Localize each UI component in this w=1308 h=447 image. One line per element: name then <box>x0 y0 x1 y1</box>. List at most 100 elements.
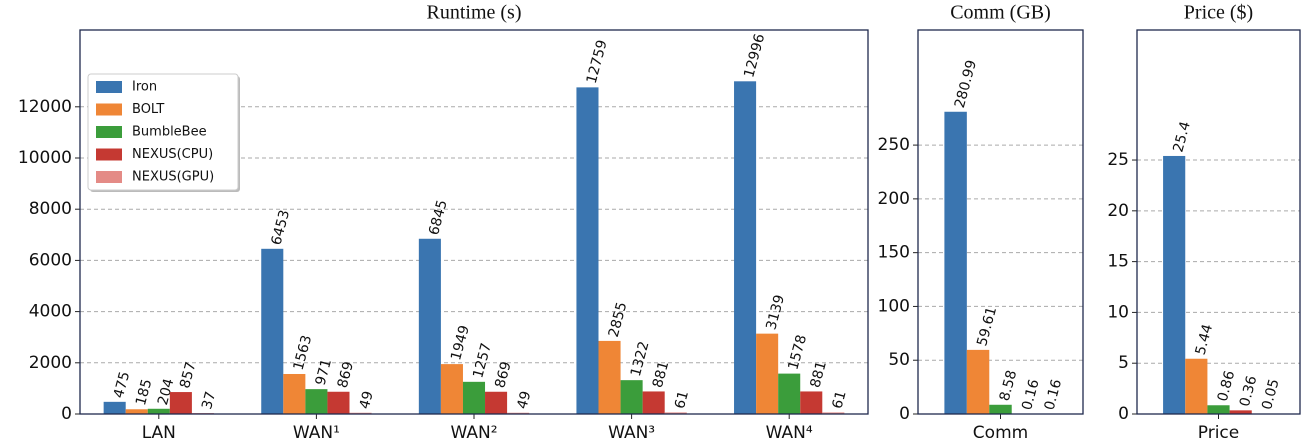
legend: Iron BOLT BumbleBee NEXUS(CPU) NEXUS(GPU) <box>87 73 240 192</box>
value-label: 2855 <box>606 300 631 339</box>
plot-frame <box>917 29 1084 415</box>
value-label: 0.86 <box>1215 369 1239 403</box>
bar <box>147 408 170 414</box>
value-label: 280.99 <box>952 58 980 109</box>
bar <box>734 81 757 414</box>
value-label: 25.4 <box>1170 120 1194 154</box>
value-label: 12996 <box>741 32 768 79</box>
legend-box <box>87 73 239 191</box>
bar <box>800 391 823 414</box>
bar <box>664 412 687 414</box>
bar <box>778 373 801 414</box>
y-tick-label: 250 <box>878 135 910 155</box>
y-tick-label: 4000 <box>29 302 72 322</box>
x-tick-label: WAN³ <box>608 423 655 443</box>
legend-swatch <box>96 126 122 138</box>
y-tick-label: 200 <box>878 189 910 209</box>
bar <box>966 349 990 414</box>
value-label: 881 <box>650 360 672 390</box>
value-label: 3139 <box>763 293 788 332</box>
bar <box>620 380 643 414</box>
value-label: 1949 <box>448 324 473 363</box>
bar <box>822 412 845 414</box>
y-tick-label: 0 <box>61 404 72 424</box>
bar <box>418 238 441 414</box>
plot-frame <box>1136 29 1301 415</box>
bar <box>944 111 967 414</box>
value-label: 857 <box>177 360 199 390</box>
value-label: 49 <box>357 389 377 410</box>
value-label: 869 <box>335 360 357 390</box>
bar <box>1207 405 1230 414</box>
bar <box>598 340 621 414</box>
y-tick-label: 10000 <box>18 148 72 168</box>
value-label: 12759 <box>584 38 611 85</box>
value-label: 6845 <box>426 198 451 237</box>
value-label: 0.16 <box>1042 378 1066 412</box>
bar <box>1185 358 1208 414</box>
legend-swatch <box>96 148 122 161</box>
bar <box>327 391 350 414</box>
value-label: 1322 <box>628 340 653 379</box>
legend-label: BOLT <box>132 102 164 117</box>
bar <box>1229 410 1252 414</box>
y-tick-label: 12000 <box>18 97 72 117</box>
bar <box>642 391 665 414</box>
x-tick-label: LAN <box>142 423 176 443</box>
value-label: 5.44 <box>1193 322 1217 356</box>
y-tick-label: 5 <box>1118 353 1129 373</box>
value-label: 49 <box>514 389 534 410</box>
value-label: 185 <box>133 377 155 407</box>
bar <box>756 333 779 414</box>
bar <box>283 373 306 414</box>
value-label: 0.05 <box>1259 377 1283 411</box>
legend-label: Iron <box>132 80 157 95</box>
y-tick-label: 15 <box>1107 252 1129 272</box>
y-tick-label: 2000 <box>29 353 72 373</box>
value-label: 37 <box>199 390 219 411</box>
chart-title: Price ($) <box>1184 2 1253 24</box>
value-label: 8.58 <box>997 369 1021 403</box>
y-tick-label: 0 <box>1118 404 1129 424</box>
chart-title: Comm (GB) <box>950 2 1051 24</box>
y-tick-label: 10 <box>1107 302 1129 322</box>
value-label: 1257 <box>470 341 495 380</box>
x-tick-label: WAN⁴ <box>766 423 813 443</box>
value-label: 1563 <box>291 333 316 372</box>
bar <box>989 404 1012 414</box>
bar <box>261 248 284 414</box>
bar <box>462 381 486 414</box>
bar <box>125 409 148 414</box>
value-label: 0.16 <box>1019 378 1043 412</box>
y-tick-label: 20 <box>1107 201 1129 221</box>
value-label: 0.36 <box>1237 374 1261 408</box>
x-tick-label: Price <box>1198 423 1239 443</box>
y-tick-label: 8000 <box>29 199 72 219</box>
bar <box>103 401 126 414</box>
value-label: 61 <box>830 389 850 410</box>
value-label: 475 <box>111 370 133 400</box>
y-tick-label: 150 <box>878 243 910 263</box>
value-label: 61 <box>672 389 692 410</box>
legend-label: NEXUS(GPU) <box>132 170 214 185</box>
y-tick-label: 50 <box>888 350 910 370</box>
value-label: 1578 <box>785 333 810 372</box>
value-label: 971 <box>313 357 335 387</box>
y-tick-label: 6000 <box>29 250 72 270</box>
bar <box>576 87 599 414</box>
value-label: 869 <box>492 360 514 390</box>
legend-label: NEXUS(CPU) <box>132 147 213 162</box>
legend-swatch <box>96 103 122 116</box>
plot-frame <box>79 29 869 415</box>
value-label: 881 <box>808 360 830 390</box>
x-tick-label: WAN² <box>450 423 497 443</box>
value-label: 6453 <box>269 208 294 247</box>
legend-label: BumbleBee <box>132 125 207 140</box>
bar <box>169 392 192 414</box>
y-tick-label: 25 <box>1107 150 1129 170</box>
chart-title: Runtime (s) <box>427 2 522 24</box>
bar <box>440 364 463 414</box>
legend-swatch <box>96 171 122 183</box>
bar <box>1163 155 1186 414</box>
